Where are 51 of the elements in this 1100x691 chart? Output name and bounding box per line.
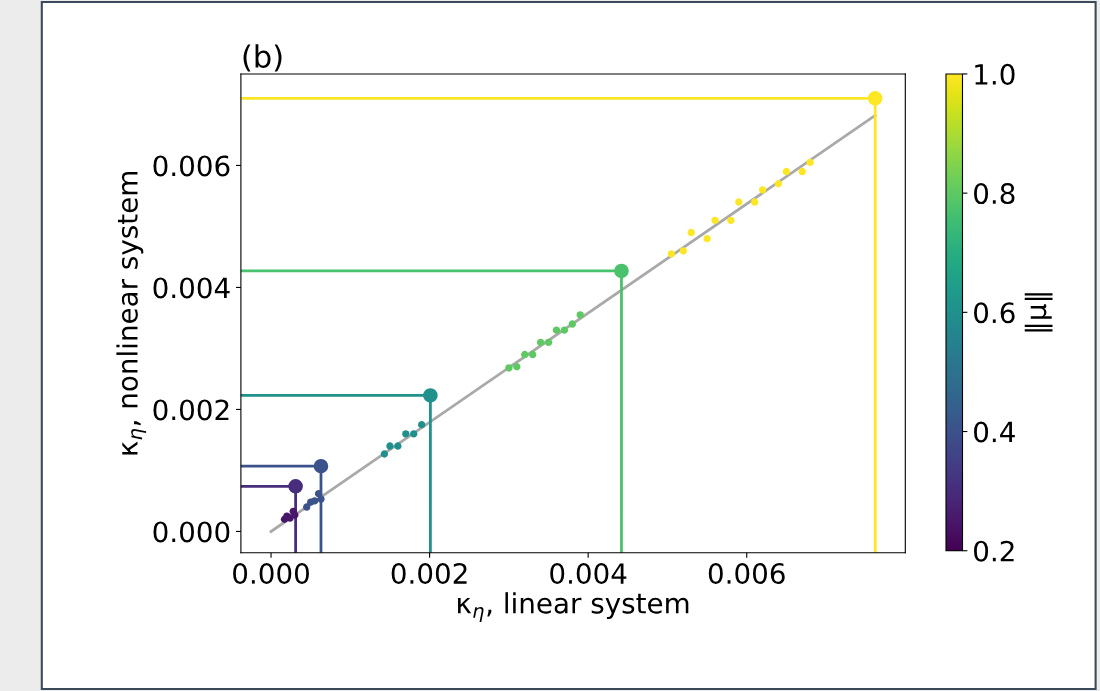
point [711, 216, 719, 225]
point [417, 421, 426, 429]
point [291, 511, 299, 519]
point [528, 350, 537, 359]
color-bar-title: ‖μ‖ [1024, 293, 1053, 332]
x-tick-label: 0.004 [550, 563, 627, 585]
y-axis-title: κ$_{η}$, nonlinear system [116, 172, 147, 455]
x-tick-label: 0.002 [391, 563, 467, 585]
point [687, 228, 695, 237]
point [782, 167, 791, 176]
point [552, 326, 561, 334]
y-tick-label: 0.000 [153, 521, 230, 543]
point [394, 442, 402, 450]
color-bar-label: 0.6 [974, 302, 1015, 324]
point [576, 311, 584, 319]
y-tick-label: 0.002 [153, 399, 229, 421]
point [410, 430, 418, 438]
point [544, 338, 553, 347]
point [310, 497, 319, 505]
y-tick-label: 0.004 [153, 277, 230, 299]
color-bar-label: 0.4 [974, 421, 1015, 443]
y-tick-label: 0.006 [153, 155, 230, 177]
x-tick-label: 0.000 [233, 563, 309, 585]
chart-title: (b) [243, 44, 282, 72]
point [521, 350, 529, 359]
point [758, 186, 767, 194]
point [303, 503, 311, 511]
point [402, 430, 410, 438]
point [505, 364, 513, 372]
color-bar-label: 1.0 [975, 63, 1015, 85]
point [314, 489, 323, 498]
point [750, 198, 759, 206]
x-axis-title: κ$_{η}$, linear system [458, 592, 689, 622]
point [386, 442, 394, 450]
point [679, 247, 687, 255]
point [560, 326, 569, 334]
point [774, 180, 783, 188]
point [806, 158, 814, 167]
point [513, 363, 521, 371]
point [667, 250, 676, 258]
point [380, 450, 389, 458]
point [727, 216, 735, 225]
color-bar-label: 0.8 [974, 183, 1015, 205]
point [568, 320, 576, 328]
point [798, 167, 806, 176]
point [536, 338, 545, 347]
point [317, 495, 325, 503]
point [735, 198, 743, 206]
color-bar-label: 0.2 [974, 540, 1014, 562]
point [703, 234, 711, 243]
x-tick-label: 0.006 [708, 563, 785, 585]
